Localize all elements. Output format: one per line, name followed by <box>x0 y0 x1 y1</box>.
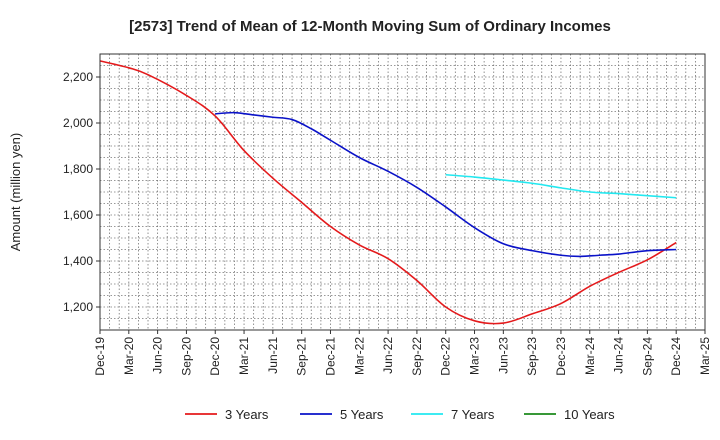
x-tick-label: Mar-21 <box>237 337 251 375</box>
x-tick-label: Dec-23 <box>554 337 568 376</box>
x-tick-label: Mar-20 <box>122 337 136 375</box>
y-tick-label: 2,200 <box>63 70 93 84</box>
legend-label-5-years: 5 Years <box>340 407 384 422</box>
x-tick-label: Mar-22 <box>352 337 366 375</box>
y-tick-label: 1,800 <box>63 162 93 176</box>
y-axis-label: Amount (million yen) <box>8 133 23 252</box>
plot-frame <box>99 53 706 331</box>
y-axis-ticks: 1,200 1,400 1,600 1,800 2,000 2,200 <box>63 70 100 314</box>
x-tick-label: Dec-21 <box>323 337 337 376</box>
x-tick-label: Dec-22 <box>439 337 453 376</box>
x-tick-label: Sep-20 <box>179 337 193 376</box>
x-tick-label: Dec-24 <box>669 337 683 376</box>
legend-label-7-years: 7 Years <box>451 407 495 422</box>
x-tick-label: Jun-23 <box>496 337 510 374</box>
series-line-7-years <box>445 173 677 199</box>
series-line-3-years <box>99 60 677 325</box>
x-tick-label: Jun-21 <box>266 337 280 374</box>
x-tick-label: Sep-21 <box>295 337 309 376</box>
legend-label-10-years: 10 Years <box>564 407 615 422</box>
y-tick-label: 1,600 <box>63 208 93 222</box>
x-axis-ticks: Dec-19 Mar-20 Jun-20 Sep-20 Dec-20 Mar-21 Jun-… <box>93 330 712 376</box>
legend-label-3-years: 3 Years <box>225 407 269 422</box>
series-lines <box>99 60 677 325</box>
x-tick-label: Sep-23 <box>525 337 539 376</box>
legend: 3 Years 5 Years 7 Years 10 Years <box>185 407 615 422</box>
y-tick-label: 1,200 <box>63 300 93 314</box>
x-tick-label: Jun-20 <box>151 337 165 374</box>
chart-title: [2573] Trend of Mean of 12-Month Moving … <box>129 18 611 35</box>
gridlines <box>100 54 705 330</box>
x-tick-label: Dec-19 <box>93 337 107 376</box>
series-line-5-years <box>215 111 677 258</box>
y-tick-label: 1,400 <box>63 254 93 268</box>
x-tick-label: Jun-22 <box>381 337 395 374</box>
x-tick-label: Sep-22 <box>410 337 424 376</box>
x-tick-label: Jun-24 <box>612 337 626 374</box>
x-tick-label: Mar-24 <box>583 337 597 375</box>
y-tick-label: 2,000 <box>63 116 93 130</box>
x-tick-label: Sep-24 <box>640 337 654 376</box>
x-tick-label: Dec-20 <box>208 337 222 376</box>
x-tick-label: Mar-25 <box>698 337 712 375</box>
x-tick-label: Mar-23 <box>468 337 482 375</box>
